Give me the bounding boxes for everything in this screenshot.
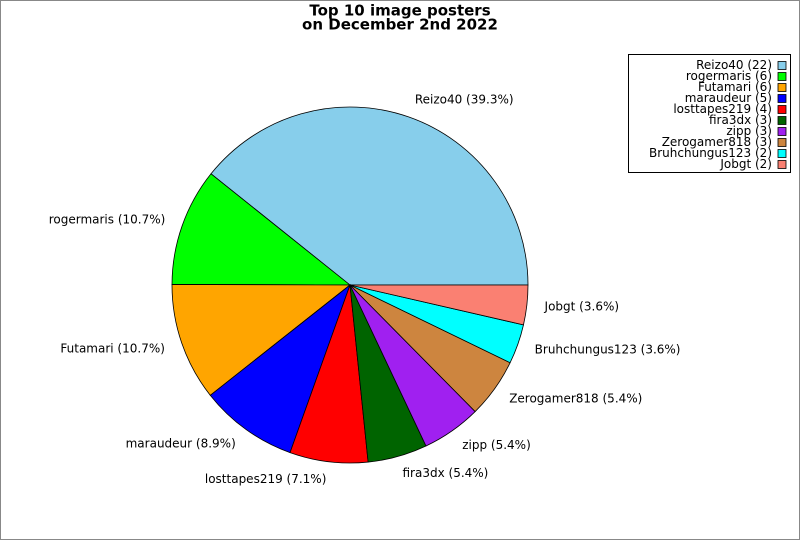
legend-swatch [777,149,787,158]
pie-slice [171,284,352,396]
slice-label: Futamari (10.7%) [60,341,165,355]
legend-label: Zerogamer818 (3) [662,135,772,149]
slice-label: maraudeur (8.9%) [126,437,236,451]
legend-swatch [777,160,787,169]
legend-swatch [777,83,787,92]
legend-swatch [777,105,787,114]
pie-slice [210,106,529,286]
slice-label: rogermaris (10.7%) [49,212,166,226]
slice-label: zipp (5.4%) [462,438,531,452]
slice-label: Reizo40 (39.3%) [415,93,514,107]
chart-subtitle: on December 2nd 2022 [302,16,498,34]
slice-label: Bruhchungus123 (3.6%) [535,343,681,357]
slice-label: Zerogamer818 (5.4%) [509,391,642,405]
slice-label: losttapes219 (7.1%) [205,472,327,486]
legend-label: losttapes219 (4) [673,102,772,116]
legend-label: maraudeur (5) [685,91,772,105]
legend-label: fira3dx (3) [709,113,772,127]
pie-slice [209,283,351,454]
legend-label: Reizo40 (22) [696,58,772,72]
legend-label: Jobgt (2) [719,157,772,171]
slice-label: Jobgt (3.6%) [544,300,619,314]
legend-swatch [777,94,787,103]
legend-swatch [777,61,787,70]
legend-label: zipp (3) [726,124,772,138]
legend-label: rogermaris (6) [686,69,772,83]
legend-swatch [777,138,787,147]
legend-swatch [777,72,787,81]
slice-label: fira3dx (5.4%) [403,466,489,480]
chart-title: Top 10 image posters [309,2,490,20]
pie-slice [171,173,352,286]
pie-slice [349,284,529,326]
legend-swatch [777,127,787,136]
legend-swatch [777,116,787,125]
legend-label: Futamari (6) [698,80,772,94]
legend-label: Bruhchungus123 (2) [649,146,772,160]
legend-box [628,54,791,173]
